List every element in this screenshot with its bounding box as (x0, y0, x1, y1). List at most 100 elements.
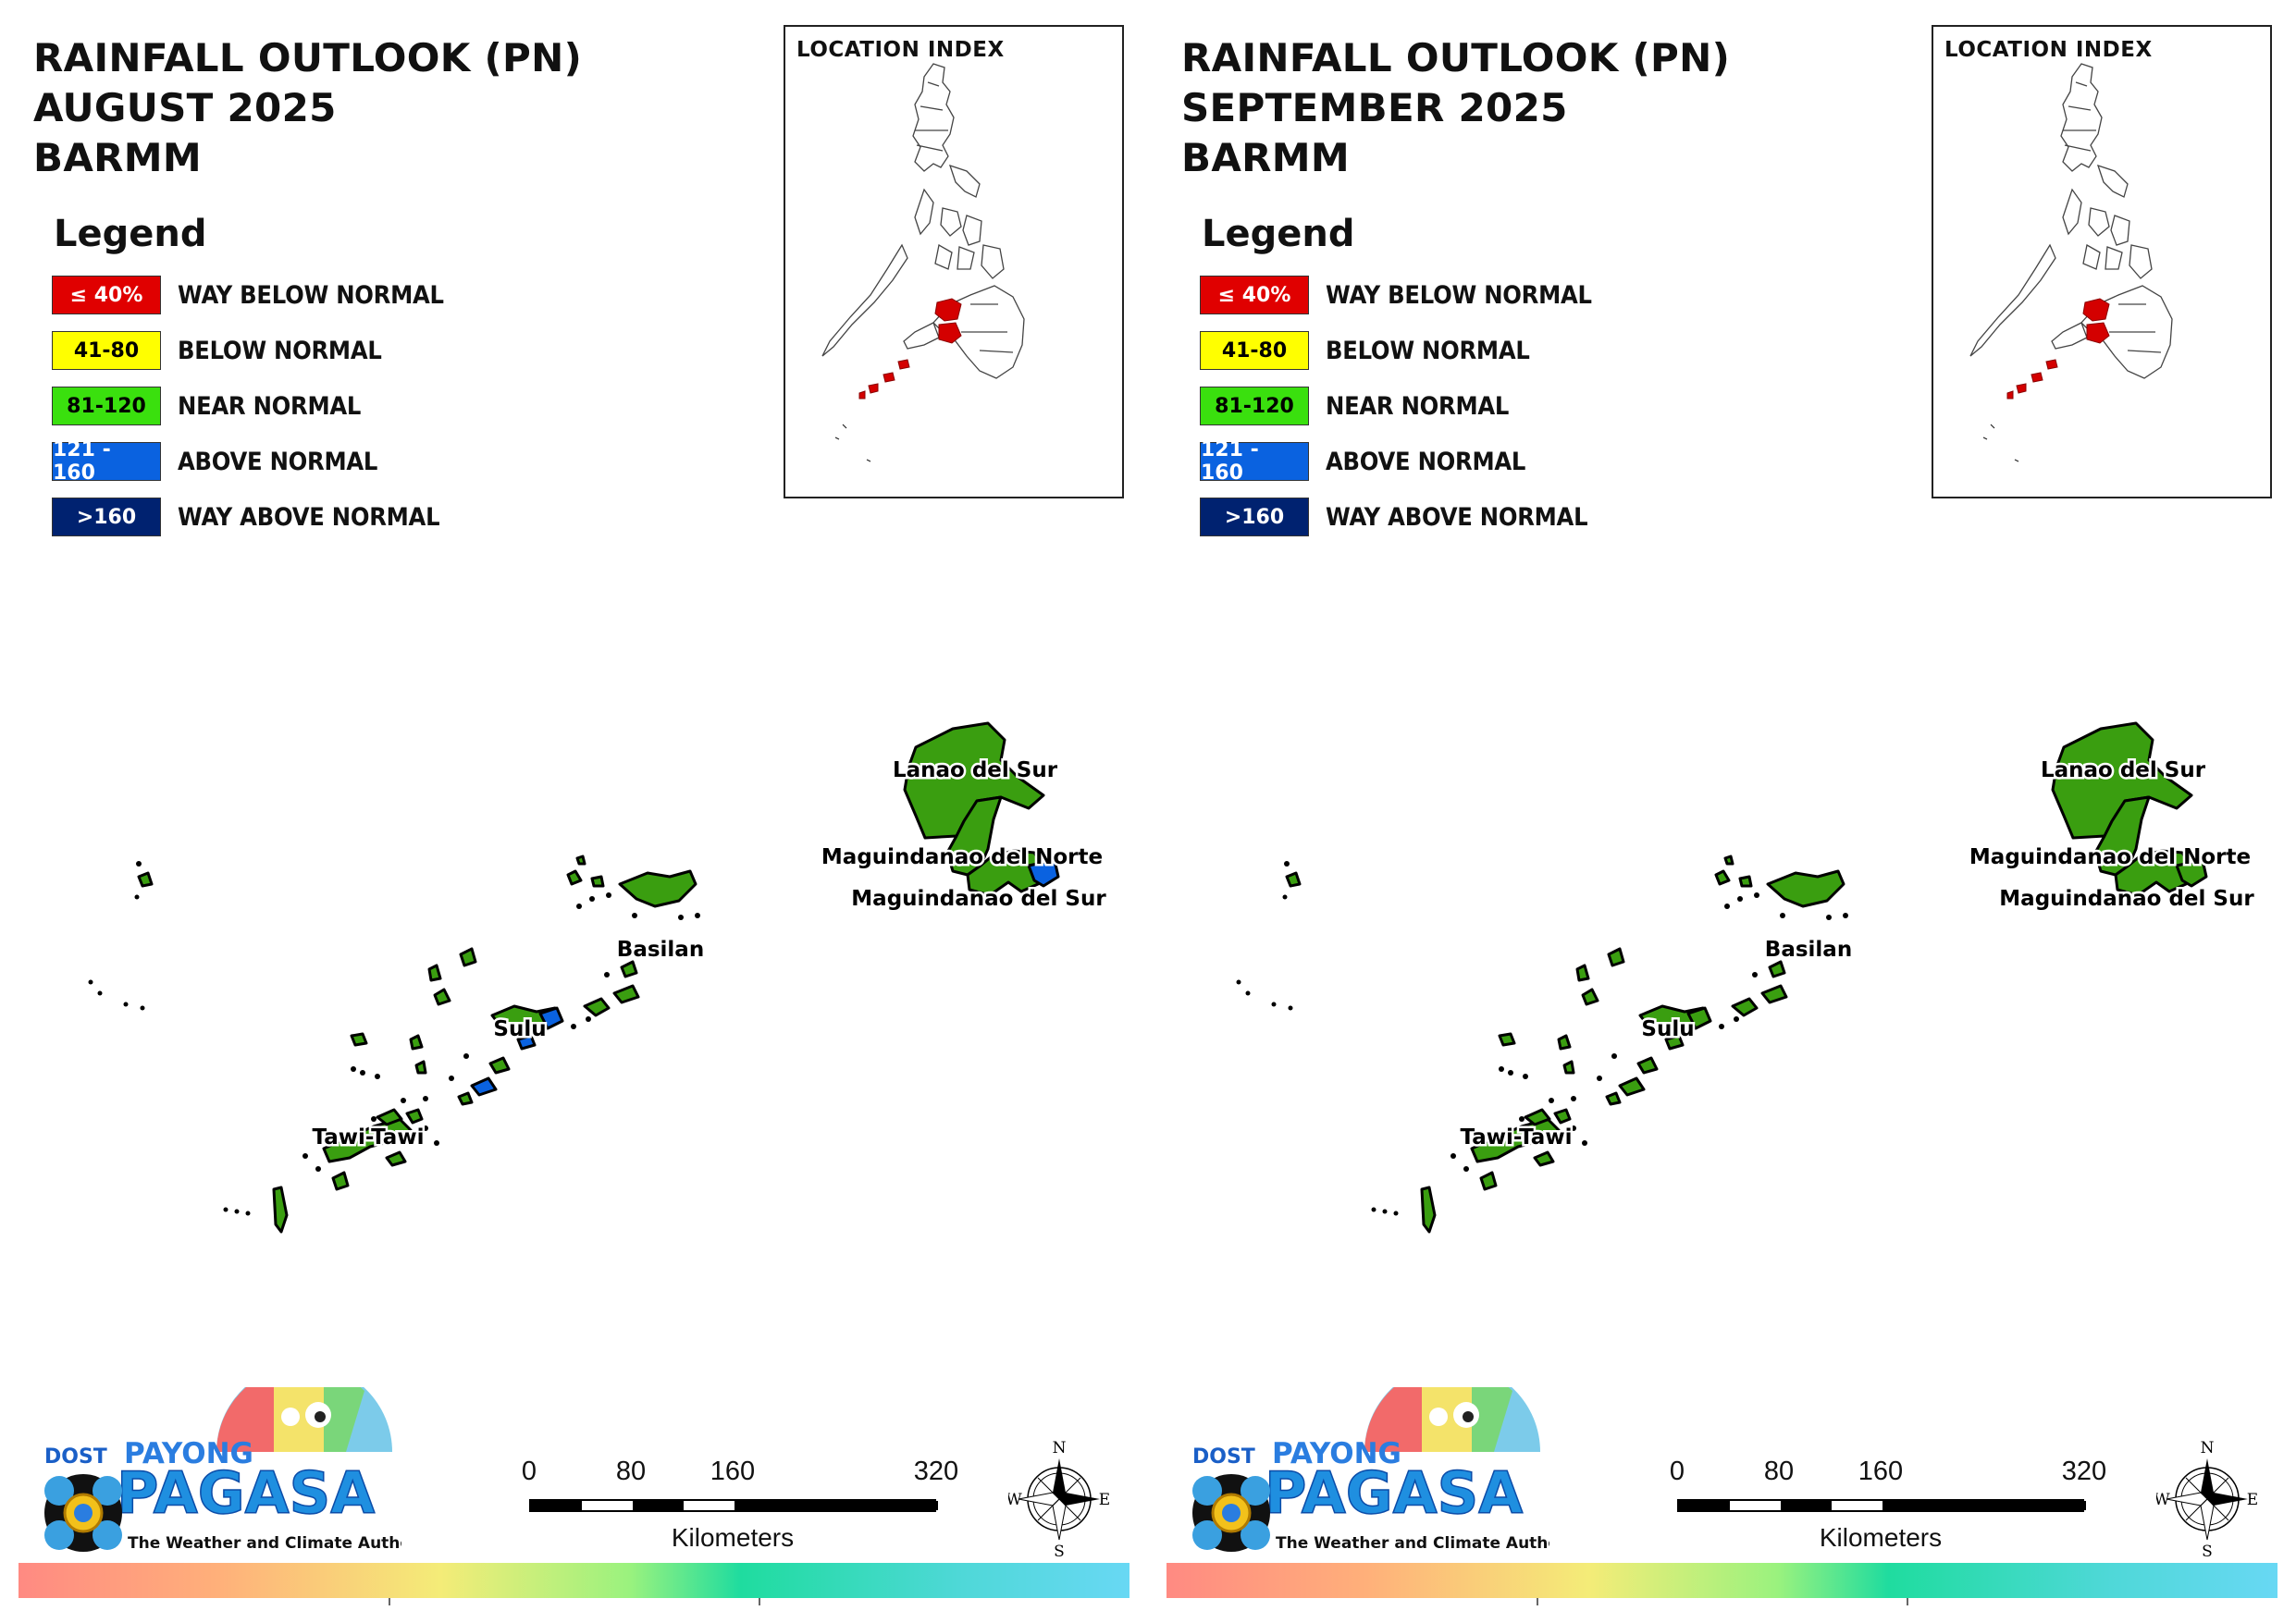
legend-row-near-normal: 81-120 NEAR NORMAL (1200, 385, 1718, 427)
location-index: LOCATION INDEX (1932, 25, 2272, 498)
location-index: LOCATION INDEX (784, 25, 1124, 498)
scale-bar: 0 80 160 320 Kilometers (509, 1457, 971, 1558)
legend-swatch: ≤ 40% (1200, 276, 1309, 314)
legend-swatch: 81-120 (1200, 387, 1309, 425)
compass-w: W (2156, 1491, 2170, 1509)
logo-dost-text: DOST (44, 1445, 107, 1469)
payong-pagasa-logo: DOST PAYONG PAGASA The Weather and Clima… (1192, 1387, 1549, 1553)
scale-tick-0: 0 (521, 1457, 537, 1486)
map-panel-august: RAINFALL OUTLOOK (PN) AUGUST 2025 BARMM … (19, 25, 1129, 1605)
barmm-region-map: Lanao del Sur Maguindanao del Norte Magu… (88, 721, 1109, 1234)
legend-row-below-normal: 41-80 BELOW NORMAL (52, 329, 570, 372)
footer-gradient-bar (1167, 1563, 2277, 1605)
legend-row-below-normal: 41-80 BELOW NORMAL (1200, 329, 1718, 372)
legend-label: BELOW NORMAL (178, 336, 382, 365)
scale-bar-graphic (1677, 1499, 2086, 1512)
legend-label: NEAR NORMAL (178, 391, 362, 421)
dost-seal-icon (1192, 1474, 1270, 1552)
sulu-east (1686, 1006, 1712, 1030)
scale-unit: Kilometers (1819, 1523, 1943, 1552)
label-basilan: Basilan (617, 938, 704, 962)
legend-swatch: 41-80 (1200, 331, 1309, 370)
sulu-islet-above-normal (470, 1076, 498, 1097)
location-index-title: LOCATION INDEX (796, 38, 1005, 62)
legend-row-above-normal: 121 - 160 ABOVE NORMAL (52, 438, 570, 485)
legend-label: ABOVE NORMAL (1326, 447, 1526, 476)
title-line-2: AUGUST 2025 (33, 85, 337, 130)
footer-gradient-bar (19, 1563, 1129, 1605)
scale-tick-80: 80 (1763, 1457, 1795, 1486)
logo-payong-text: PAYONG (124, 1437, 253, 1470)
tawi-tawi-shape (322, 1117, 413, 1163)
label-sulu: Sulu (493, 1017, 546, 1041)
legend-label: NEAR NORMAL (1326, 391, 1510, 421)
legend-row-way-above-normal: >160 WAY ABOVE NORMAL (52, 496, 570, 538)
philippines-index-map (1969, 63, 2173, 462)
maguindanao-del-sur-above-normal (1027, 858, 1060, 888)
logo-pagasa-text: PAGASA (117, 1459, 375, 1527)
scale-tick-160: 160 (710, 1457, 756, 1486)
maguindanao-del-sur-east (2175, 858, 2208, 888)
label-lanao-del-sur: Lanao del Sur (2041, 758, 2206, 782)
compass-w: W (1008, 1491, 1022, 1509)
map-title: RAINFALL OUTLOOK (PN) AUGUST 2025 BARMM (33, 33, 582, 183)
logo-dost-text: DOST (1192, 1445, 1255, 1469)
logo-tagline: The Weather and Climate Authority (1276, 1534, 1549, 1553)
title-line-1: RAINFALL OUTLOOK (PN) (33, 35, 583, 80)
map-title: RAINFALL OUTLOOK (PN) SEPTEMBER 2025 BAR… (1181, 33, 1730, 183)
label-basilan: Basilan (1765, 938, 1852, 962)
legend-row-way-below-normal: ≤ 40% WAY BELOW NORMAL (52, 274, 570, 316)
label-maguindanao-del-norte: Maguindanao del Norte (1969, 845, 2251, 869)
legend-row-way-above-normal: >160 WAY ABOVE NORMAL (1200, 496, 1718, 538)
compass-s: S (2202, 1543, 2213, 1558)
legend: Legend ≤ 40% WAY BELOW NORMAL 41-80 BELO… (1200, 213, 1718, 551)
scale-unit: Kilometers (671, 1523, 795, 1552)
legend-title: Legend (1202, 213, 1355, 255)
legend-swatch: 121 - 160 (1200, 438, 1309, 485)
scale-bar-graphic (529, 1499, 938, 1512)
tawi-tawi-shape (1470, 1117, 1561, 1163)
legend-row-near-normal: 81-120 NEAR NORMAL (52, 385, 570, 427)
title-line-2: SEPTEMBER 2025 (1181, 85, 1568, 130)
legend-title: Legend (54, 213, 207, 255)
compass-n: N (1053, 1439, 1067, 1457)
label-tawi-tawi: Tawi-Tawi (1461, 1125, 1573, 1150)
scale-tick-0: 0 (1669, 1457, 1685, 1486)
label-lanao-del-sur: Lanao del Sur (893, 758, 1058, 782)
label-sulu: Sulu (1641, 1017, 1694, 1041)
title-line-3: BARMM (1181, 135, 1350, 180)
logo-payong-text: PAYONG (1272, 1437, 1401, 1470)
legend-label: WAY ABOVE NORMAL (1326, 502, 1588, 532)
title-line-1: RAINFALL OUTLOOK (PN) (1181, 35, 1731, 80)
logo-pagasa-text: PAGASA (1265, 1459, 1523, 1527)
sulu-above-normal (538, 1006, 564, 1030)
dost-seal-icon (44, 1474, 122, 1552)
legend-label: WAY BELOW NORMAL (178, 280, 444, 310)
legend-swatch: ≤ 40% (52, 276, 161, 314)
legend-label: BELOW NORMAL (1326, 336, 1530, 365)
basilan-shape (618, 869, 697, 908)
legend-swatch: >160 (1200, 498, 1309, 536)
legend-swatch: 41-80 (52, 331, 161, 370)
compass-e: E (2247, 1491, 2258, 1509)
label-maguindanao-del-norte: Maguindanao del Norte (821, 845, 1103, 869)
payong-pagasa-logo: DOST PAYONG PAGASA The Weather and Clima… (44, 1387, 401, 1553)
map-panel-september: RAINFALL OUTLOOK (PN) SEPTEMBER 2025 BAR… (1148, 0, 2296, 1623)
scale-tick-80: 80 (615, 1457, 647, 1486)
label-tawi-tawi: Tawi-Tawi (313, 1125, 425, 1150)
location-index-title: LOCATION INDEX (1944, 38, 2153, 62)
legend-label: WAY ABOVE NORMAL (178, 502, 440, 532)
compass-s: S (1054, 1543, 1065, 1558)
logo-tagline: The Weather and Climate Authority (128, 1534, 401, 1553)
compass-rose-icon: N S E W (1008, 1439, 1110, 1558)
legend-label: WAY BELOW NORMAL (1326, 280, 1592, 310)
compass-rose-icon: N S E W (2156, 1439, 2258, 1558)
legend: Legend ≤ 40% WAY BELOW NORMAL 41-80 BELO… (52, 213, 570, 551)
legend-label: ABOVE NORMAL (178, 447, 378, 476)
scale-tick-320: 320 (913, 1457, 959, 1486)
maguindanao-del-norte-shape (945, 795, 1003, 877)
compass-e: E (1099, 1491, 1110, 1509)
maguindanao-del-norte-shape (2093, 795, 2151, 877)
barmm-region-map: Lanao del Sur Maguindanao del Norte Magu… (1236, 721, 2257, 1234)
scale-tick-160: 160 (1858, 1457, 1904, 1486)
